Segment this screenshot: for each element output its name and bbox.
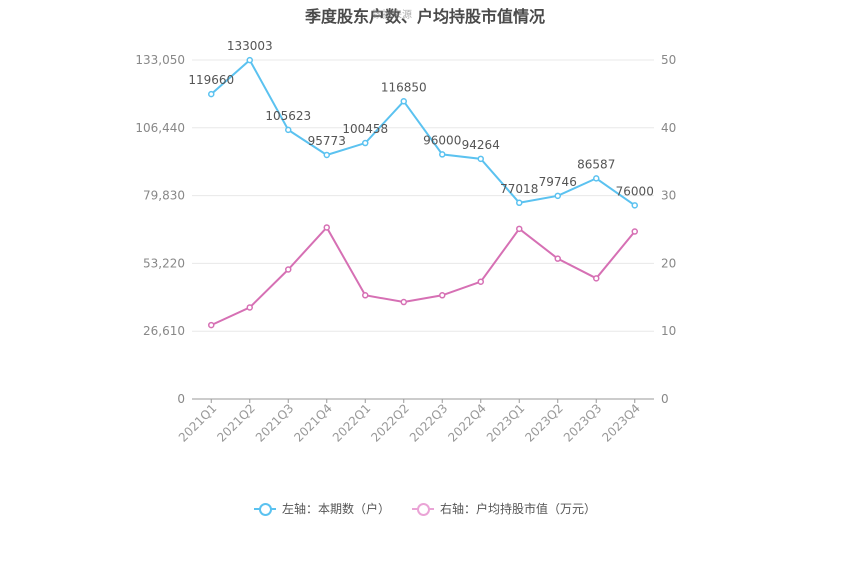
data-point[interactable] [208,90,215,98]
data-point[interactable] [439,292,446,299]
data-label: 133003 [227,39,273,53]
legend-item-market-value[interactable]: 右轴：户均持股市值（万元） [412,500,596,517]
y-left-tick-label: 133,050 [135,53,185,67]
x-tick-label: 2023Q2 [522,401,566,445]
legend-label-market-value: 右轴：户均持股市值（万元） [440,502,597,516]
legend-marker-households [253,502,276,516]
data-label: 96000 [423,133,461,147]
data-label: 76000 [616,184,654,198]
y-left-tick-label: 26,610 [143,324,185,338]
y-right-tick-label: 20 [661,256,676,270]
data-label: 100458 [342,122,388,136]
data-point[interactable] [246,304,253,311]
data-point[interactable] [362,139,369,147]
y-left-tick-label: 53,220 [143,256,185,270]
data-label: 79746 [539,175,577,189]
x-tick-label: 2023Q3 [561,401,605,445]
data-point[interactable] [554,192,561,200]
y-right-tick-label: 30 [661,189,676,203]
data-point[interactable] [516,225,523,233]
data-point[interactable] [362,292,369,299]
series-line-0 [210,58,636,207]
x-tick-label: 2022Q1 [330,401,374,445]
y-right-tick-label: 40 [661,121,676,135]
data-point[interactable] [246,56,253,64]
y-left-tick-label: 79,830 [143,189,185,203]
data-point[interactable] [516,199,523,207]
data-point[interactable] [477,278,484,285]
x-tick-label: 2021Q2 [214,401,258,445]
x-tick-label: 2021Q1 [176,401,220,445]
y-right-tick-label: 0 [661,392,669,406]
legend-label-households: 左轴：本期数（户） [281,502,390,516]
legend-marker-market-value [412,502,434,516]
data-point[interactable] [554,255,561,262]
data-point[interactable] [439,151,446,158]
series-line-1 [210,225,636,327]
y-right-tick-label: 50 [661,53,676,67]
legend-item-households[interactable]: 左轴：本期数（户） [253,500,390,517]
x-tick-label: 2023Q1 [484,401,528,445]
data-point[interactable] [400,98,407,105]
legend: 左轴：本期数（户） 右轴：户均持股市值（万元） [0,500,850,517]
watermark: 数据来源 [372,10,412,21]
data-label: 94264 [462,138,500,152]
data-label: 105623 [265,109,311,123]
y-right-tick-label: 10 [661,324,676,338]
data-point[interactable] [323,151,330,159]
data-point[interactable] [400,298,407,306]
data-label: 86587 [577,157,615,171]
data-point[interactable] [208,321,215,329]
data-label: 116850 [381,80,427,94]
y-left-tick-label: 0 [177,392,185,406]
data-point[interactable] [631,202,638,209]
data-label: 119660 [188,73,234,87]
data-label: 95773 [308,134,346,148]
data-label: 77018 [500,182,538,196]
x-tick-label: 2022Q4 [445,401,489,445]
data-point[interactable] [323,224,330,231]
x-tick-label: 2023Q4 [599,401,643,445]
data-point[interactable] [285,126,292,134]
x-tick-label: 2022Q3 [407,401,451,445]
x-tick-label: 2021Q4 [291,401,335,445]
data-point[interactable] [593,175,600,182]
data-point[interactable] [631,228,638,235]
data-point[interactable] [477,155,484,163]
data-point[interactable] [285,266,292,273]
data-point[interactable] [593,275,600,282]
x-tick-label: 2021Q3 [253,401,297,445]
chart-title: 季度股东户数、户均持股市值情况 [304,7,545,26]
x-tick-label: 2022Q2 [368,401,412,445]
y-left-tick-label: 106,440 [135,121,185,135]
